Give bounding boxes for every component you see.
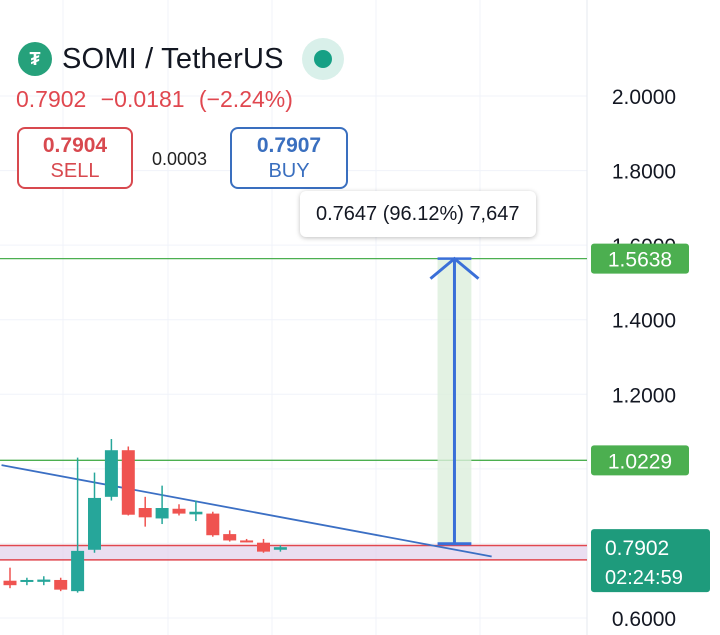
y-axis-tick-label: 2.0000 <box>612 86 676 109</box>
price-change: −0.0181 <box>100 86 185 112</box>
live-dot-icon <box>313 50 332 68</box>
pair-title[interactable]: SOMI / TetherUS <box>62 42 284 75</box>
current-price-label: 0.7902 <box>605 537 669 560</box>
y-axis-tick-label: 1.2000 <box>612 384 676 407</box>
level-price-label: 1.5638 <box>608 249 672 272</box>
candles <box>3 439 287 593</box>
buy-button[interactable]: 0.7907 BUY <box>230 127 348 189</box>
candle <box>273 547 287 550</box>
candle <box>223 534 237 541</box>
chart-grid <box>0 0 588 635</box>
candle <box>3 580 17 586</box>
price-change-pct: (−2.24%) <box>198 86 293 112</box>
symbol-header[interactable]: ₮ SOMI / TetherUS <box>18 38 344 80</box>
bar-countdown-label: 02:24:59 <box>605 567 683 589</box>
tether-icon: ₮ <box>18 42 52 76</box>
sell-price: 0.7904 <box>42 133 108 157</box>
candle <box>37 579 51 582</box>
measure-tooltip: 0.7647 (96.12%) 7,647 <box>300 191 536 237</box>
level-price-label: 1.0229 <box>608 450 672 473</box>
y-axis-tick-label: 1.8000 <box>612 161 676 184</box>
trendline <box>1 464 492 558</box>
candle <box>189 511 203 515</box>
candle <box>71 550 85 592</box>
price-summary: 0.7902 −0.0181 (−2.24%) <box>16 86 301 113</box>
candle <box>257 542 270 552</box>
candle <box>104 450 118 497</box>
measure-tool[interactable] <box>429 256 480 546</box>
y-axis-tick-label: 1.4000 <box>612 310 676 333</box>
candle <box>121 450 135 515</box>
sell-button[interactable]: 0.7904 SELL <box>17 127 133 189</box>
last-price: 0.7902 <box>16 86 87 112</box>
candle <box>155 508 169 519</box>
candle <box>20 579 34 582</box>
sell-label: SELL <box>50 159 100 182</box>
level-price-tag <box>591 445 689 476</box>
buy-label: BUY <box>268 159 310 182</box>
market-status <box>301 38 344 80</box>
candle <box>240 540 254 543</box>
price-zone <box>0 544 587 561</box>
zone-box <box>0 545 587 560</box>
current-price-tag <box>591 529 710 593</box>
candle <box>206 513 220 536</box>
horizontal-levels[interactable] <box>0 257 587 461</box>
candle <box>54 579 68 590</box>
buy-price: 0.7907 <box>256 133 322 157</box>
candle <box>88 497 101 550</box>
spread-value: 0.0003 <box>152 149 208 169</box>
y-axis-tick-label: 0.6000 <box>612 608 676 631</box>
measure-arrow-head <box>429 256 480 280</box>
price-tags: 1.5638 1.0229 0.7902 02:24:59 <box>591 243 710 593</box>
candle <box>172 508 186 514</box>
candle <box>138 508 152 518</box>
trendline-layer[interactable] <box>1 464 492 558</box>
level-price-tag <box>591 243 689 274</box>
